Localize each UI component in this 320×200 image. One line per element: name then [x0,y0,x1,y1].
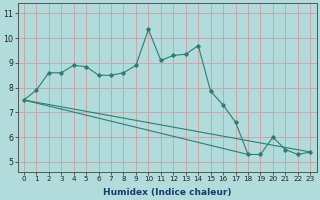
X-axis label: Humidex (Indice chaleur): Humidex (Indice chaleur) [103,188,231,197]
